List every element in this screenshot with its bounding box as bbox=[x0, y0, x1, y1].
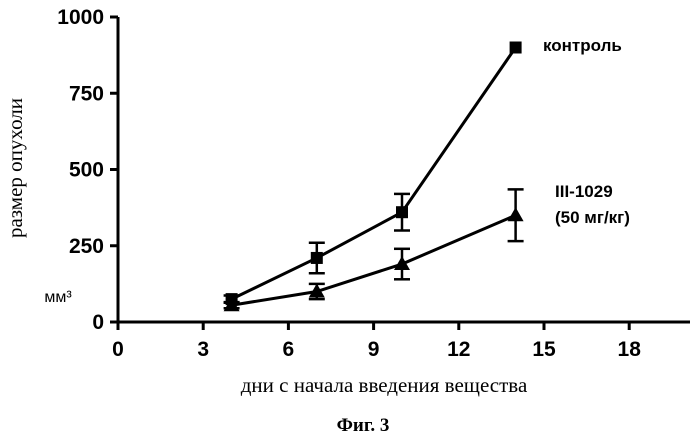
data-point bbox=[510, 42, 522, 54]
y-tick-label: 1000 bbox=[57, 6, 104, 29]
data-point bbox=[311, 252, 323, 264]
x-tick-label: 6 bbox=[283, 338, 295, 361]
y-axis-title: размер опухоли bbox=[3, 98, 27, 238]
y-tick-label: 500 bbox=[69, 159, 104, 182]
x-tick-label: 18 bbox=[618, 338, 642, 361]
x-axis-ticks: 0 3 6 9 12 15 18 bbox=[112, 322, 641, 361]
x-tick-label: 15 bbox=[532, 338, 556, 361]
y-tick-label: 0 bbox=[92, 311, 104, 334]
series-label-treatment-line2: (50 мг/кг) bbox=[555, 208, 630, 227]
series-label-control: контроль bbox=[543, 36, 622, 55]
x-tick-label: 12 bbox=[447, 338, 470, 361]
figure-caption: Фиг. 3 bbox=[337, 415, 390, 436]
series-control bbox=[224, 42, 522, 306]
y-tick-label: 750 bbox=[69, 82, 104, 105]
y-tick-label: 250 bbox=[69, 235, 104, 258]
y-axis-unit: мм³ bbox=[44, 289, 72, 306]
x-tick-label: 9 bbox=[368, 338, 380, 361]
series-line bbox=[232, 48, 516, 300]
x-tick-label: 3 bbox=[197, 338, 209, 361]
series-label-treatment-line1: III-1029 bbox=[555, 182, 613, 201]
data-point bbox=[508, 207, 524, 221]
series-layer bbox=[224, 42, 524, 312]
x-tick-label: 0 bbox=[112, 338, 124, 361]
series-treatment bbox=[224, 189, 524, 311]
x-axis-title: дни с начала введения вещества bbox=[241, 373, 528, 397]
data-point bbox=[396, 206, 408, 218]
y-axis-ticks: 0 250 500 750 1000 bbox=[57, 6, 118, 334]
